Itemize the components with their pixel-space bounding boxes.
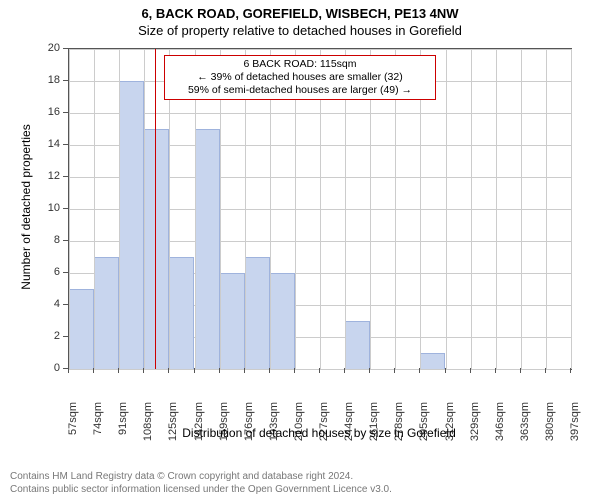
x-tick <box>244 368 245 373</box>
x-tick <box>570 368 571 373</box>
x-tick <box>294 368 295 373</box>
footer-line: Contains public sector information licen… <box>10 483 392 496</box>
x-tick <box>445 368 446 373</box>
y-tick <box>63 112 68 113</box>
x-tick <box>369 368 370 373</box>
x-tick <box>93 368 94 373</box>
y-tick <box>63 272 68 273</box>
x-gridline <box>471 49 472 369</box>
histogram-bar <box>270 273 295 369</box>
x-gridline <box>546 49 547 369</box>
y-tick-label: 10 <box>38 202 60 214</box>
y-tick <box>63 304 68 305</box>
y-axis-label: Number of detached properties <box>19 107 33 307</box>
x-gridline <box>119 49 120 369</box>
y-tick <box>63 144 68 145</box>
x-gridline <box>496 49 497 369</box>
x-gridline <box>446 49 447 369</box>
y-gridline <box>69 369 571 370</box>
x-tick <box>419 368 420 373</box>
x-gridline <box>69 49 70 369</box>
x-tick <box>545 368 546 373</box>
x-tick <box>470 368 471 373</box>
x-tick <box>143 368 144 373</box>
main-title: 6, BACK ROAD, GOREFIELD, WISBECH, PE13 4… <box>0 0 600 21</box>
histogram-bar <box>345 321 370 369</box>
footer-line: Contains HM Land Registry data © Crown c… <box>10 470 392 483</box>
y-tick-label: 12 <box>38 170 60 182</box>
y-tick-label: 16 <box>38 106 60 118</box>
x-tick <box>118 368 119 373</box>
x-tick <box>344 368 345 373</box>
y-tick-label: 18 <box>38 74 60 86</box>
y-tick <box>63 240 68 241</box>
x-gridline <box>521 49 522 369</box>
x-axis-label: Distribution of detached houses by size … <box>68 426 570 440</box>
x-tick-label: 397sqm <box>569 402 581 452</box>
y-tick-label: 4 <box>38 298 60 310</box>
x-tick <box>394 368 395 373</box>
y-tick <box>63 176 68 177</box>
histogram-bar <box>195 129 220 369</box>
y-tick <box>63 80 68 81</box>
reference-line <box>155 49 156 369</box>
x-tick <box>319 368 320 373</box>
sub-title: Size of property relative to detached ho… <box>0 21 600 38</box>
x-tick <box>269 368 270 373</box>
x-tick <box>520 368 521 373</box>
y-tick-label: 20 <box>38 42 60 54</box>
annotation-line: 59% of semi-detached houses are larger (… <box>169 84 431 97</box>
histogram-bar <box>69 289 94 369</box>
y-tick <box>63 336 68 337</box>
y-tick-label: 14 <box>38 138 60 150</box>
plot-area: 6 BACK ROAD: 115sqm← 39% of detached hou… <box>68 48 572 370</box>
x-tick <box>495 368 496 373</box>
histogram-bar <box>119 81 144 369</box>
y-tick-label: 2 <box>38 330 60 342</box>
chart-container: 6, BACK ROAD, GOREFIELD, WISBECH, PE13 4… <box>0 0 600 500</box>
x-tick <box>194 368 195 373</box>
x-gridline <box>94 49 95 369</box>
annotation-box: 6 BACK ROAD: 115sqm← 39% of detached hou… <box>164 55 436 100</box>
histogram-bar <box>245 257 270 369</box>
x-gridline <box>571 49 572 369</box>
y-tick-label: 6 <box>38 266 60 278</box>
annotation-line: ← 39% of detached houses are smaller (32… <box>169 71 431 84</box>
y-tick <box>63 208 68 209</box>
x-gridline <box>144 49 145 369</box>
y-tick-label: 8 <box>38 234 60 246</box>
y-tick <box>63 48 68 49</box>
histogram-bar <box>144 129 169 369</box>
histogram-bar <box>220 273 245 369</box>
histogram-bar <box>169 257 194 369</box>
footer-attribution: Contains HM Land Registry data © Crown c… <box>10 470 392 496</box>
y-tick-label: 0 <box>38 362 60 374</box>
annotation-line: 6 BACK ROAD: 115sqm <box>169 58 431 71</box>
histogram-bar <box>420 353 445 369</box>
histogram-bar <box>94 257 119 369</box>
x-tick <box>68 368 69 373</box>
x-tick <box>219 368 220 373</box>
x-tick <box>168 368 169 373</box>
